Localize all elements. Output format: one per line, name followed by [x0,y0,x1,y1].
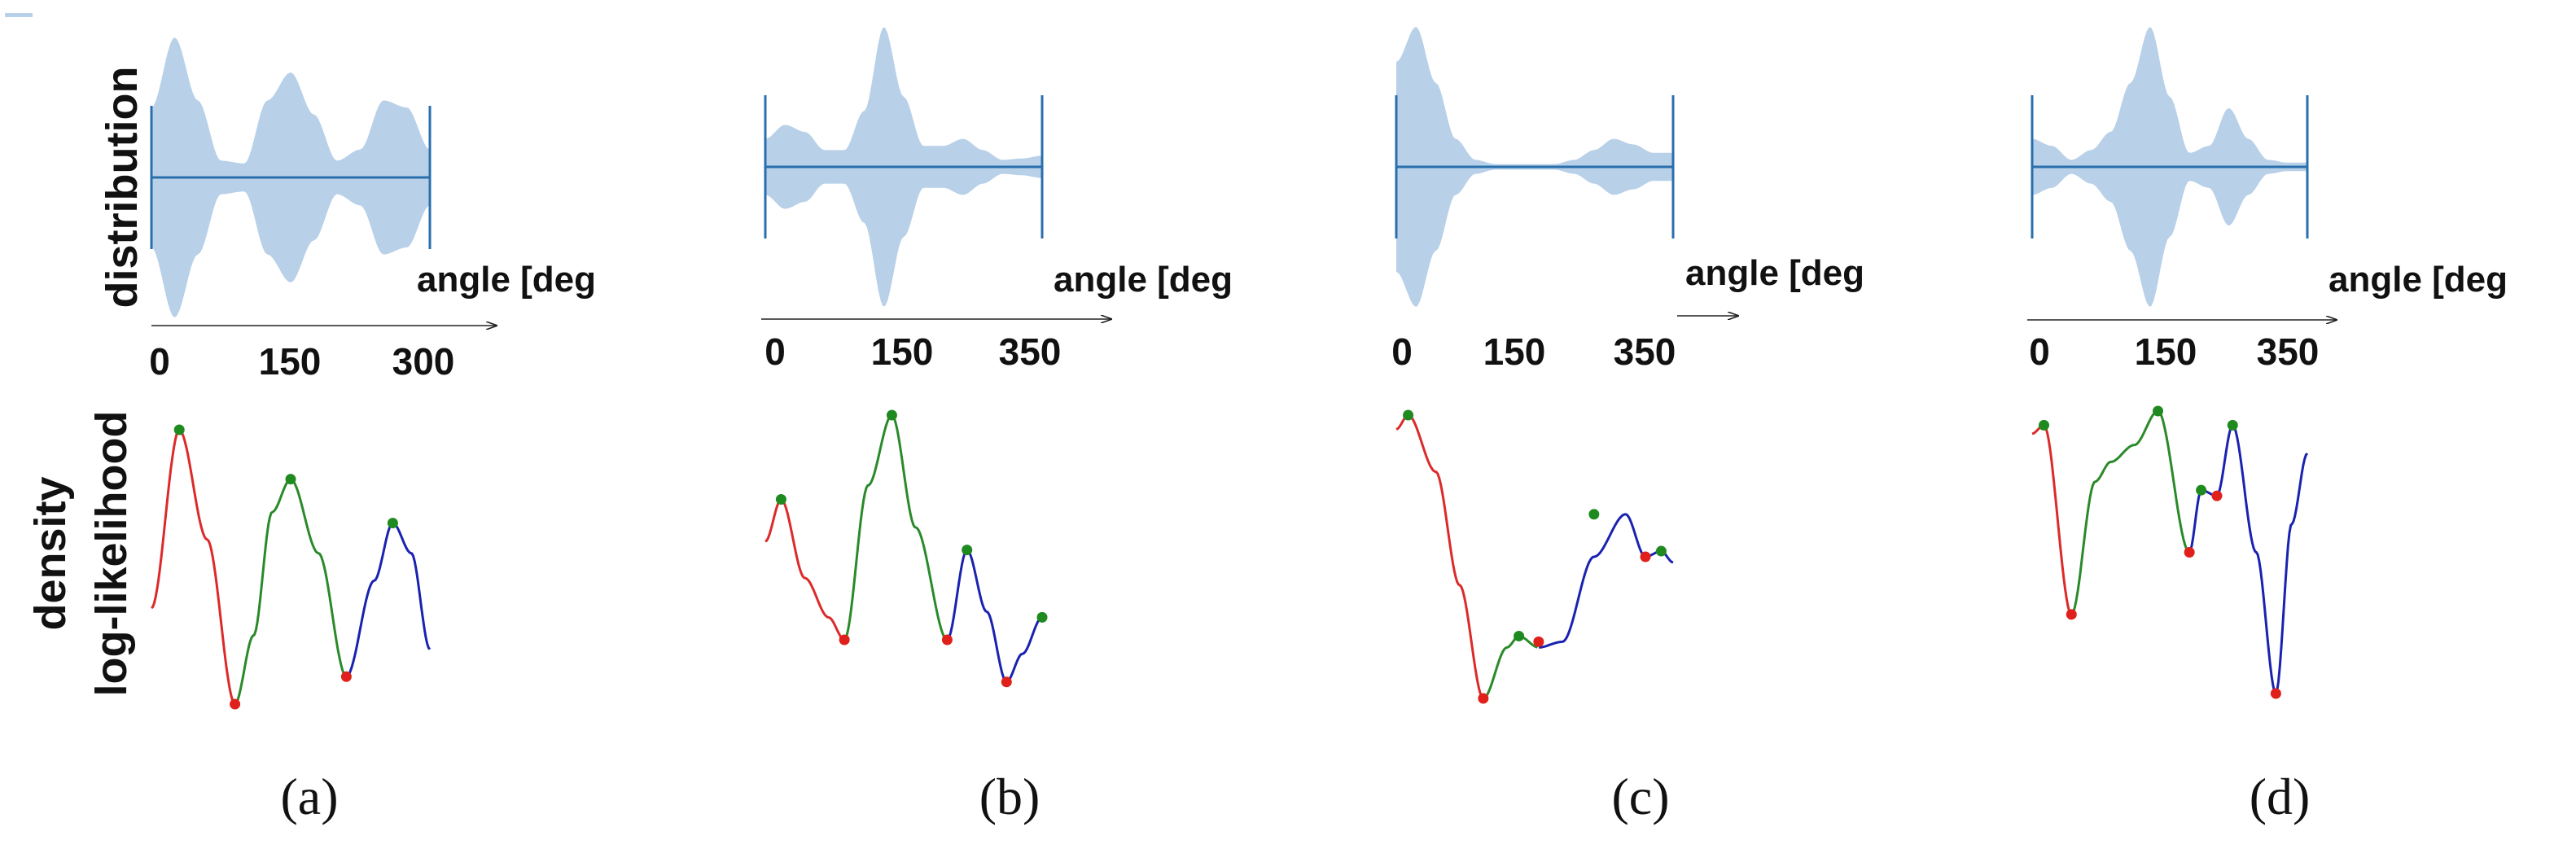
panel-3: angle [deg 0 150 350 (c) [1391,27,1864,825]
log-likelihood-segment-1 [764,498,845,641]
x-tick-label: 0 [149,340,170,383]
y-label-density: density [26,476,75,630]
maximum-point [886,409,897,421]
minimum-point [1001,676,1012,688]
minimum-point [230,698,241,710]
x-tick-label: 150 [2135,330,2197,373]
maximum-point [1403,409,1414,421]
maximum-point [2153,405,2164,417]
minimum-point [839,634,850,646]
x-axis-label: angle [deg [2328,260,2508,300]
maximum-point [387,518,398,529]
log-likelihood-segment-3 [2188,423,2309,697]
maximum-point [1655,545,1667,557]
minimum-point [2066,609,2077,620]
maximum-point [2227,419,2238,431]
x-tick-label: 150 [259,340,322,383]
log-likelihood-segment-3 [947,548,1043,684]
panels: angle [deg 0 150 300 (a) angle [deg 0 150 350 (b)… [149,27,2508,825]
log-likelihood-segment-2 [844,414,948,641]
maximum-point [1036,611,1048,623]
x-tick-label: 150 [1483,330,1546,373]
x-tick-label: 0 [764,330,786,373]
x-axis-label: angle [deg [1685,253,1864,293]
maximum-point [1514,630,1525,641]
minimum-point [2211,490,2223,501]
log-likelihood-segment-3 [345,522,432,678]
panel-label: (a) [280,768,338,825]
maximum-point [2196,484,2207,496]
maximum-point [285,474,296,485]
minimum-point [941,634,953,646]
x-tick-label: 350 [1614,330,1676,373]
x-tick-label: 0 [2029,330,2050,373]
log-likelihood-segment-2 [234,478,348,706]
x-tick-label: 350 [2257,330,2320,373]
maximum-point [173,424,185,435]
minimum-point [2270,688,2281,699]
y-label-log-likelihood: log-likelihood [87,411,136,697]
x-tick-label: 0 [1391,330,1413,373]
panel-1: angle [deg 0 150 300 (a) [149,37,596,825]
log-likelihood-segment-2 [1483,634,1538,700]
log-likelihood-segment-3 [1539,513,1674,649]
top-left-legend-swatch [5,13,33,17]
panel-2: angle [deg 0 150 350 (b) [761,27,1233,825]
maximum-point [1588,509,1600,520]
minimum-point [1640,551,1651,562]
log-likelihood-segment-2 [2070,409,2190,615]
y-label-distribution: distribution [98,67,147,309]
maximum-point [962,545,973,556]
x-tick-label: 300 [392,340,455,383]
panel-label: (d) [2250,768,2311,825]
maximum-point [2038,419,2049,431]
minimum-point [1478,693,1489,704]
log-likelihood-segment-1 [2031,423,2072,615]
panel-label: (c) [1611,768,1669,825]
panel-4: angle [deg 0 150 350 (d) [2027,27,2508,825]
x-tick-label: 150 [871,330,934,373]
x-tick-label: 350 [999,330,1062,373]
log-likelihood-segment-1 [1395,414,1483,698]
panel-label: (b) [979,768,1040,825]
minimum-point [2184,547,2195,558]
x-axis-label: angle [deg [417,260,596,300]
maximum-point [775,494,786,505]
minimum-point [1533,636,1544,647]
log-likelihood-segment-1 [151,428,236,706]
x-axis-label: angle [deg [1054,260,1233,300]
minimum-point [340,671,352,682]
